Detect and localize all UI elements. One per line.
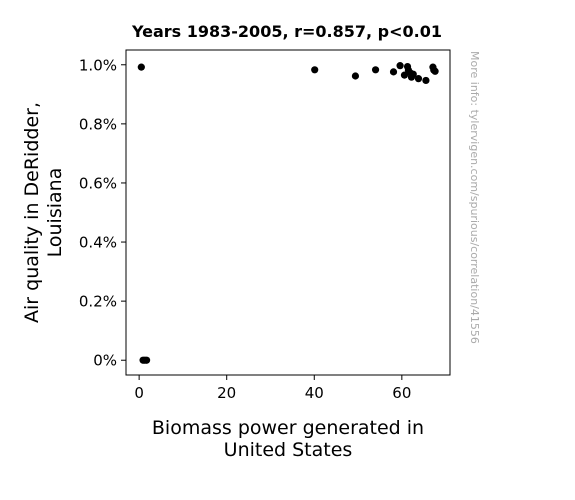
data-point <box>137 63 145 71</box>
data-point <box>422 76 430 85</box>
data-point <box>414 75 423 83</box>
data-point <box>400 71 409 79</box>
data-point <box>371 66 380 74</box>
watermark-text: More info: tylervigen.com/spurious/corre… <box>468 51 481 344</box>
axis-ticks: 0 20 40 60 0% 0.2% 0.4% 0.6% 0.8% 1.0% <box>79 56 411 402</box>
data-point <box>389 68 398 76</box>
x-axis-title-line: United States <box>224 439 353 461</box>
data-point <box>396 62 404 70</box>
data-points <box>137 62 439 364</box>
x-tick-label: 60 <box>392 384 411 402</box>
x-tick-label: 40 <box>305 384 324 402</box>
x-tick-label: 20 <box>217 384 236 402</box>
data-point <box>311 66 319 74</box>
y-tick-label: 1.0% <box>79 56 117 74</box>
y-axis-title-line: Louisiana <box>44 168 66 258</box>
chart-title: Years 1983-2005, r=0.857, p<0.01 <box>131 22 442 41</box>
y-tick-label: 0.2% <box>79 293 117 311</box>
data-point <box>409 70 417 78</box>
y-tick-label: 0.4% <box>79 234 117 252</box>
y-axis-title: Air quality in DeRidder, Louisiana <box>21 102 66 323</box>
y-tick-label: 0.6% <box>79 174 117 192</box>
plot-frame <box>125 49 451 376</box>
x-tick-label: 0 <box>134 384 144 402</box>
y-tick-label: 0.8% <box>79 115 117 133</box>
y-tick-label: 0% <box>93 352 117 370</box>
data-point <box>142 356 151 364</box>
data-point <box>431 67 439 75</box>
data-point <box>351 72 360 80</box>
y-axis-title-line: Air quality in DeRidder, <box>21 102 43 323</box>
x-axis-title-line: Biomass power generated in <box>152 417 424 439</box>
